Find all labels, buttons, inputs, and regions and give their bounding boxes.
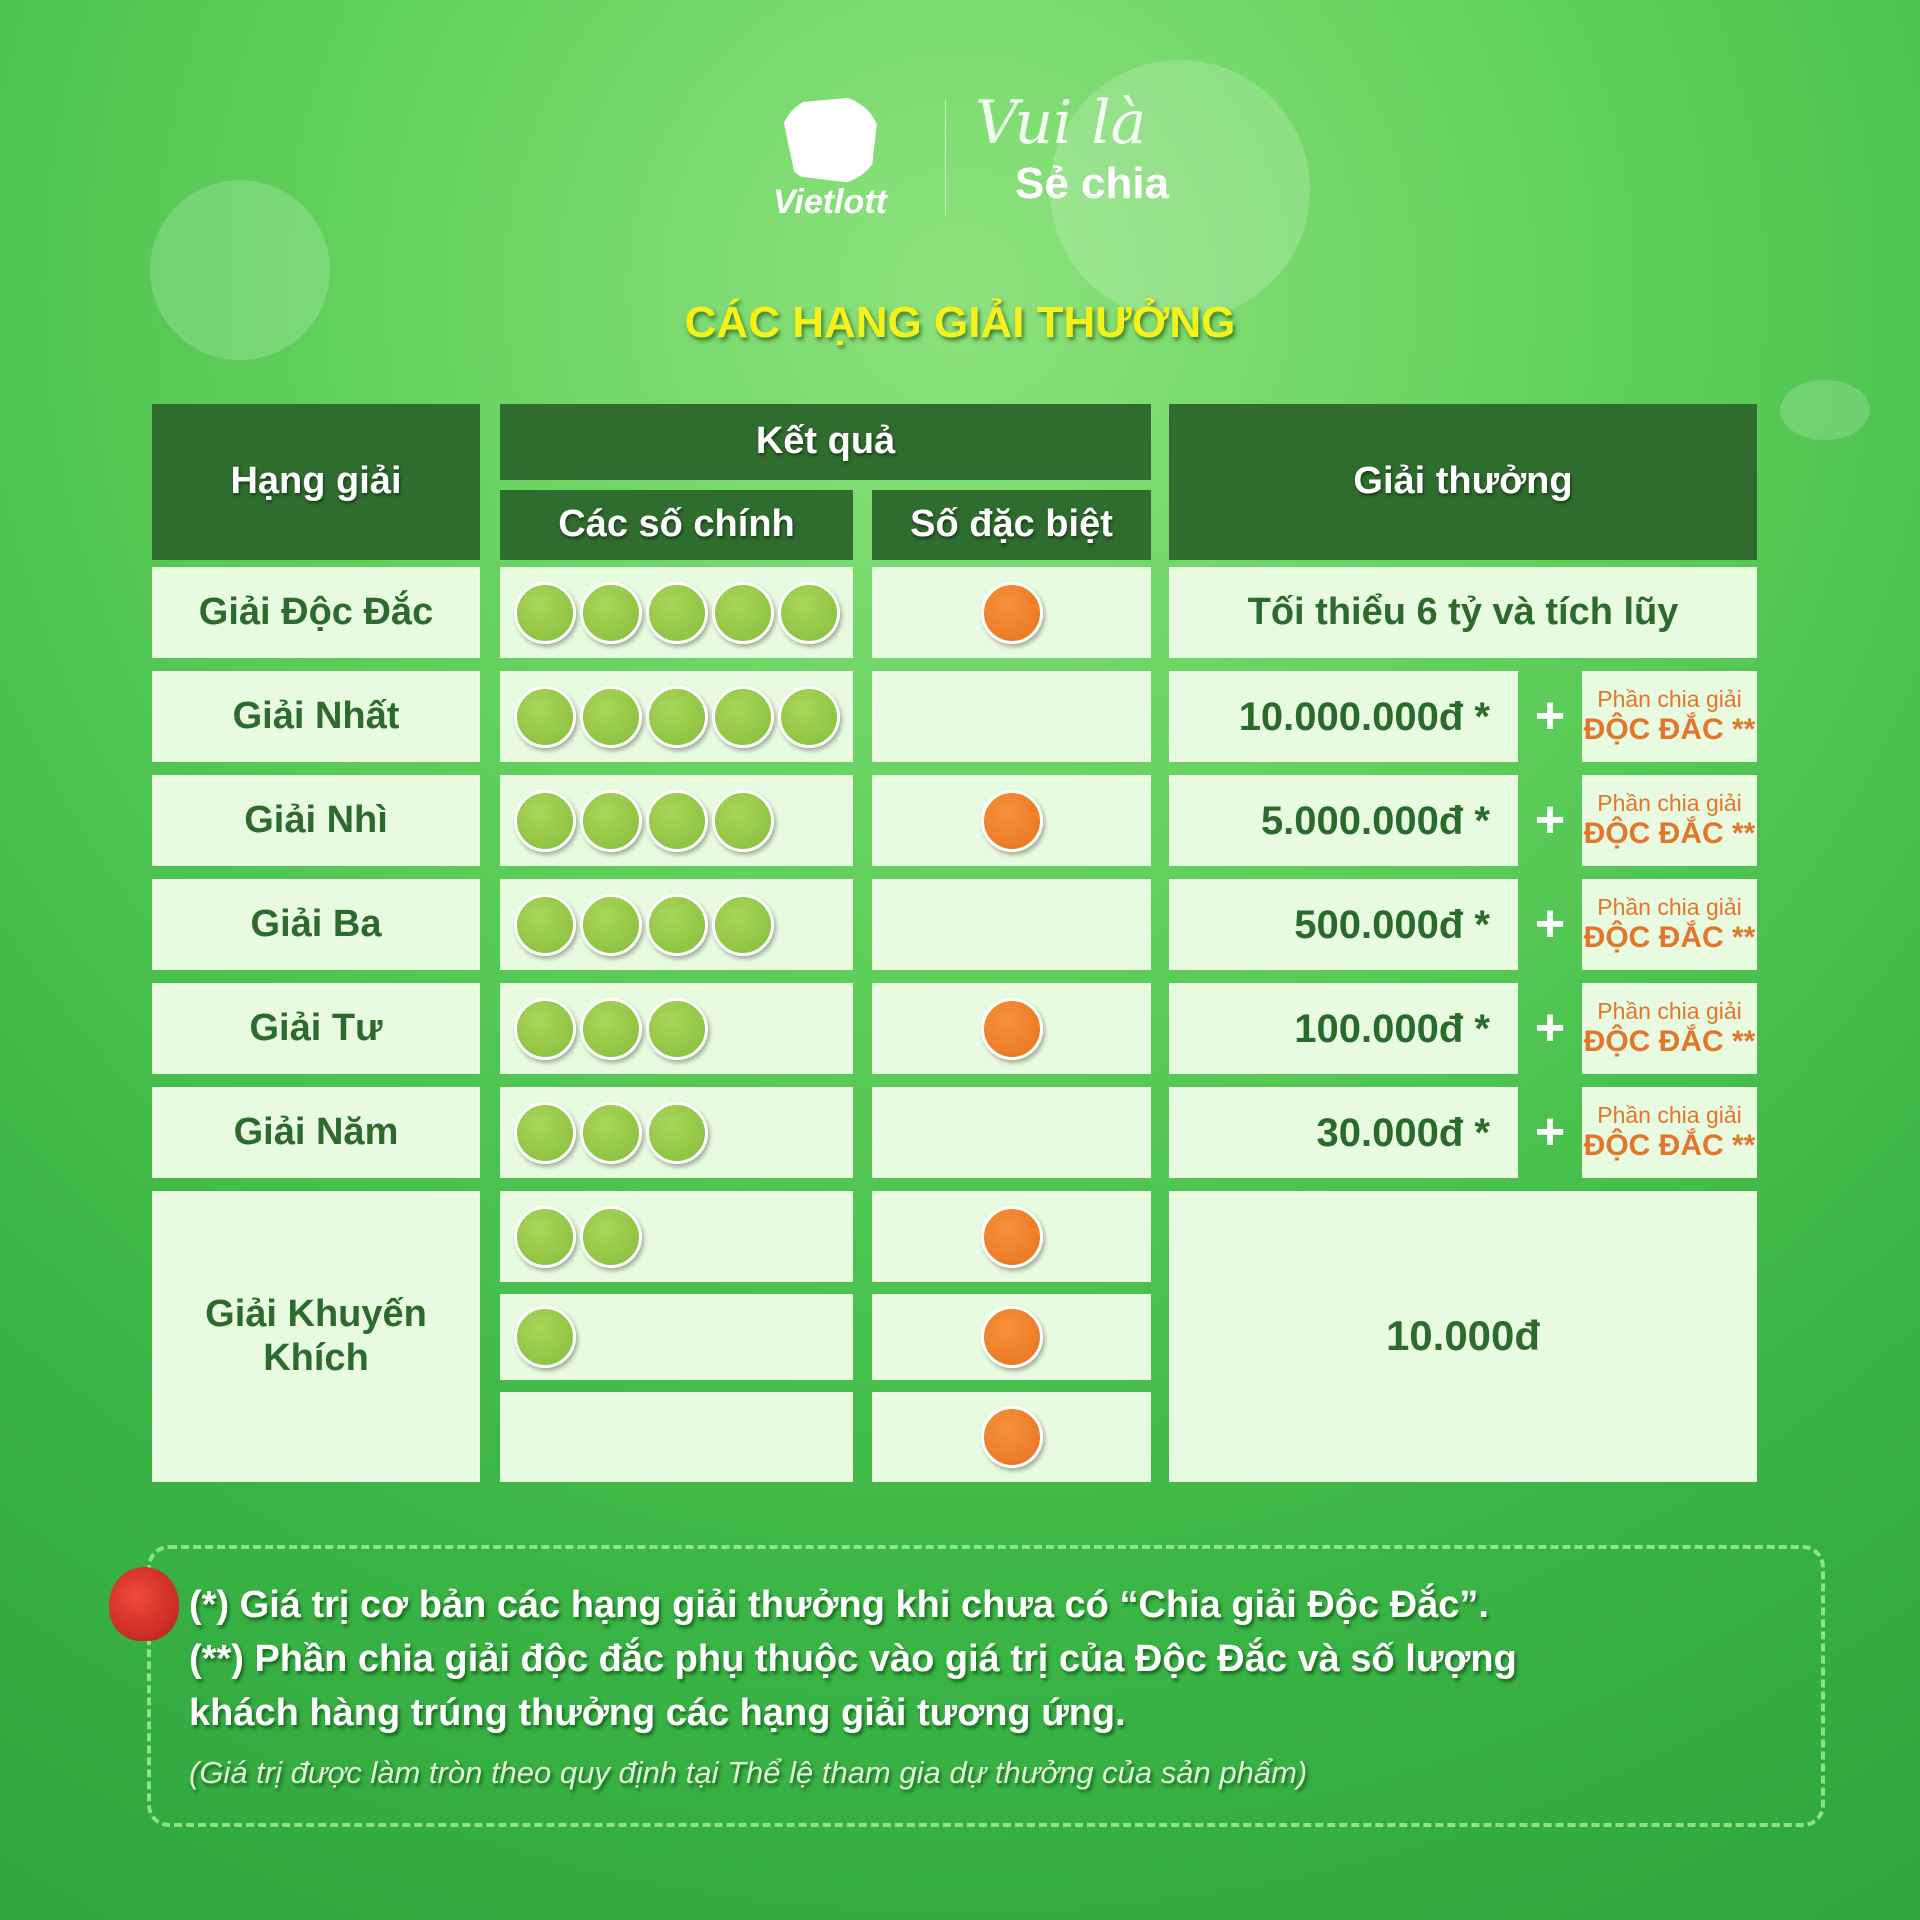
jackpot-share: Phần chia giải ĐỘC ĐẮC ** [1582, 1087, 1757, 1178]
jackpot-share: Phần chia giải ĐỘC ĐẮC ** [1582, 775, 1757, 866]
prize-cell: Tối thiểu 6 tỷ và tích lũy [1169, 567, 1757, 658]
header-special-number: Số đặc biệt [872, 490, 1151, 560]
main-numbers-cell [500, 1392, 853, 1482]
plus-icon: + [1534, 1103, 1566, 1161]
main-ball [514, 1306, 576, 1368]
main-ball [514, 1205, 576, 1268]
main-ball [580, 789, 642, 852]
header-rank: Hạng giải [152, 404, 480, 560]
notes-box: (*) Giá trị cơ bản các hạng giải thưởng … [109, 1545, 1825, 1827]
special-number-cell [872, 879, 1151, 970]
main-ball [712, 685, 774, 748]
special-ball [981, 1205, 1043, 1268]
prize-value: 30.000đ * [1169, 1087, 1518, 1178]
special-number-cell [872, 671, 1151, 762]
main-ball [646, 997, 708, 1060]
divider [945, 100, 946, 215]
rank-cell: Giải Năm [152, 1087, 480, 1178]
share-label: Phần chia giải [1597, 686, 1742, 713]
main-ball [646, 1101, 708, 1164]
note-1: (*) Giá trị cơ bản các hạng giải thưởng … [189, 1584, 1489, 1626]
special-ball [981, 1306, 1043, 1368]
bokeh [1780, 380, 1870, 440]
share-jackpot: ĐỘC ĐẮC ** [1583, 712, 1756, 746]
special-ball [981, 789, 1043, 852]
main-ball [778, 685, 840, 748]
header-prize: Giải thưởng [1169, 404, 1757, 560]
main-ball [778, 581, 840, 644]
logo-star-icon [780, 95, 880, 185]
main-ball [580, 1101, 642, 1164]
header-result: Kết quả [500, 404, 1151, 480]
jackpot-share: Phần chia giải ĐỘC ĐẮC ** [1582, 879, 1757, 970]
plus-icon: + [1534, 687, 1566, 745]
main-ball [712, 789, 774, 852]
main-ball [580, 893, 642, 956]
jackpot-share: Phần chia giải ĐỘC ĐẮC ** [1582, 671, 1757, 762]
main-ball [712, 581, 774, 644]
share-label: Phần chia giải [1597, 790, 1742, 817]
note-2: (**) Phần chia giải độc đắc phụ thuộc và… [189, 1638, 1517, 1680]
rank-cell: Giải Tư [152, 983, 480, 1074]
main-ball [580, 581, 642, 644]
rank-cell: Giải Khuyến Khích [152, 1191, 480, 1482]
special-ball [981, 997, 1043, 1060]
rank-cell: Giải Nhì [152, 775, 480, 866]
special-number-cell [872, 1087, 1151, 1178]
note-3: (Giá trị được làm tròn theo quy định tại… [189, 1755, 1308, 1790]
header-main-numbers: Các số chính [500, 490, 853, 560]
share-label: Phần chia giải [1597, 894, 1742, 921]
main-ball [514, 1101, 576, 1164]
main-ball [580, 685, 642, 748]
share-label: Phần chia giải [1597, 1102, 1742, 1129]
share-jackpot: ĐỘC ĐẮC ** [1583, 1024, 1756, 1058]
main-ball [712, 893, 774, 956]
share-jackpot: ĐỘC ĐẮC ** [1583, 920, 1756, 954]
prize-value: 100.000đ * [1169, 983, 1518, 1074]
main-ball [514, 997, 576, 1060]
rank-cell: Giải Ba [152, 879, 480, 970]
prize-value: 10.000.000đ * [1169, 671, 1518, 762]
share-jackpot: ĐỘC ĐẮC ** [1583, 816, 1756, 850]
plus-icon: + [1534, 791, 1566, 849]
main-ball [514, 893, 576, 956]
main-ball [580, 1205, 642, 1268]
prize-value: 5.000.000đ * [1169, 775, 1518, 866]
slogan-line2: Sẻ chia [1015, 159, 1170, 208]
logo-text: Vietlott [773, 183, 887, 221]
note-2-cont: khách hàng trúng thưởng các hạng giải tư… [189, 1692, 1126, 1734]
main-ball [646, 581, 708, 644]
page-title: CÁC HẠNG GIẢI THƯỞNG [684, 298, 1236, 347]
slogan: Vui là Sẻ chia [975, 88, 1275, 228]
main-ball [646, 893, 708, 956]
main-ball [646, 789, 708, 852]
rank-cell: Giải Độc Đắc [152, 567, 480, 658]
special-ball [981, 581, 1043, 644]
prize-value: 500.000đ * [1169, 879, 1518, 970]
jackpot-share: Phần chia giải ĐỘC ĐẮC ** [1582, 983, 1757, 1074]
main-ball [514, 581, 576, 644]
lucky-pot-icon [109, 1567, 179, 1641]
main-ball [514, 789, 576, 852]
vietlott-logo: Vietlott [745, 95, 915, 225]
bokeh [1050, 60, 1310, 320]
share-jackpot: ĐỘC ĐẮC ** [1583, 1128, 1756, 1162]
main-ball [514, 685, 576, 748]
main-ball [580, 997, 642, 1060]
share-label: Phần chia giải [1597, 998, 1742, 1025]
main-ball [646, 685, 708, 748]
slogan-line1: Vui là [975, 88, 1147, 158]
plus-icon: + [1534, 895, 1566, 953]
plus-icon: + [1534, 999, 1566, 1057]
special-ball [981, 1406, 1043, 1468]
rank-cell: Giải Nhất [152, 671, 480, 762]
bokeh [150, 180, 330, 360]
prize-cell: 10.000đ [1169, 1191, 1757, 1482]
